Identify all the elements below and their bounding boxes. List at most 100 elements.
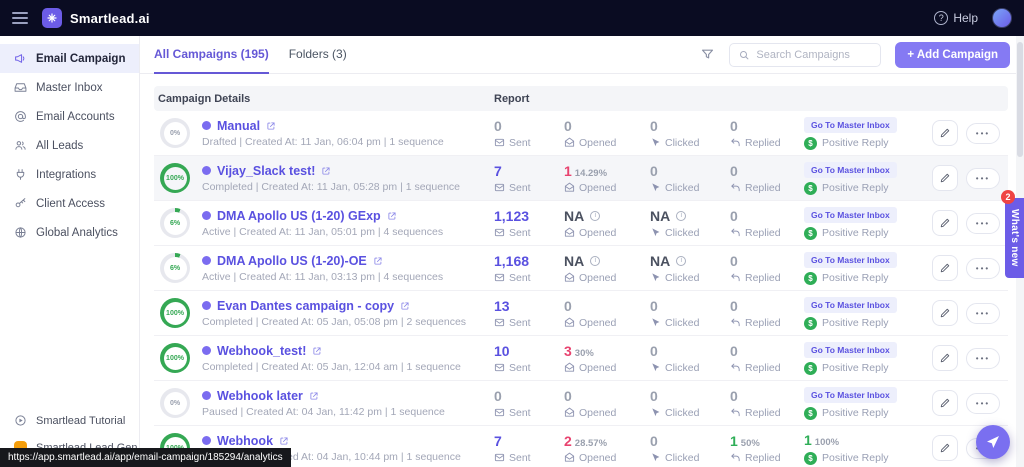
go-to-master-inbox-button[interactable]: Go To Master Inbox [804, 296, 897, 313]
scrollbar-thumb[interactable] [1017, 42, 1023, 157]
replied-metric: 0 Replied [730, 388, 804, 419]
go-to-master-inbox-button[interactable]: Go To Master Inbox [804, 386, 897, 403]
go-to-master-inbox-button[interactable]: Go To Master Inbox [804, 206, 897, 223]
go-to-master-inbox-button[interactable]: Go To Master Inbox [804, 161, 897, 178]
positive-reply-value: 1 [804, 431, 812, 448]
progress-ring: 100% [158, 343, 202, 373]
sent-value: 0 [494, 117, 502, 134]
go-to-master-inbox-button[interactable]: Go To Master Inbox [804, 251, 897, 268]
tab-folders[interactable]: Folders (3) [288, 46, 347, 61]
pencil-icon [940, 308, 950, 318]
tab-all-campaigns[interactable]: All Campaigns (195) [154, 36, 269, 74]
edit-campaign-button[interactable] [932, 300, 958, 326]
row-actions [922, 300, 1004, 326]
sidebar-item-client-access[interactable]: Client Access [0, 189, 139, 218]
chat-widget-button[interactable] [976, 425, 1010, 459]
edit-campaign-button[interactable] [932, 345, 958, 371]
brand[interactable]: Smartlead.ai [42, 8, 150, 28]
campaign-name-link[interactable]: DMA Apollo US (1-20)-OE [217, 253, 367, 268]
opened-value: 3 [564, 342, 572, 359]
campaign-name-link[interactable]: Vijay_Slack test! [217, 163, 316, 178]
external-link-icon[interactable] [400, 301, 410, 311]
campaign-name-link[interactable]: Evan Dantes campaign - copy [217, 298, 395, 313]
sidebar-item-master-inbox[interactable]: Master Inbox [0, 73, 139, 102]
external-link-icon[interactable] [266, 121, 276, 131]
clicked-metric: NA Clicked [650, 208, 730, 239]
info-icon [590, 210, 601, 221]
table-row[interactable]: 0% Manual Drafted | Created At: 11 Jan, … [154, 111, 1008, 156]
opened-percent: 28.57% [574, 437, 608, 449]
integrations-icon [16, 169, 25, 180]
opened-label: Opened [579, 406, 617, 419]
table-row[interactable]: 6% DMA Apollo US (1-20) GExp Active | Cr… [154, 201, 1008, 246]
more-options-button[interactable] [966, 122, 1000, 144]
sidebar-item-email-campaign[interactable]: Email Campaign [0, 44, 139, 73]
search-input[interactable] [756, 48, 873, 61]
external-link-icon[interactable] [279, 436, 289, 446]
add-campaign-button[interactable]: + Add Campaign [895, 41, 1010, 68]
external-link-icon[interactable] [312, 346, 322, 356]
campaign-name-link[interactable]: DMA Apollo US (1-20) GExp [217, 208, 381, 223]
replied-metric: 0 Replied [730, 253, 804, 284]
positive-reply-label: Positive Reply [822, 407, 889, 419]
replied-value: 0 [730, 162, 738, 179]
sidebar-item-all-leads[interactable]: All Leads [0, 131, 139, 160]
pencil-icon [940, 128, 950, 138]
edit-campaign-button[interactable] [932, 390, 958, 416]
sent-icon [494, 228, 505, 237]
go-to-master-inbox-button[interactable]: Go To Master Inbox [804, 116, 897, 133]
more-options-button[interactable] [966, 212, 1000, 234]
campaign-name-link[interactable]: Webhook_test! [217, 343, 307, 358]
sidebar-item-integrations[interactable]: Integrations [0, 160, 139, 189]
campaign-dot-icon [202, 346, 211, 355]
campaign-name-link[interactable]: Webhook later [217, 388, 303, 403]
whats-new-tab[interactable]: What's new [1005, 198, 1024, 278]
more-options-button[interactable] [966, 167, 1000, 189]
opened-metric: 0 Opened [564, 388, 650, 419]
sidebar-item-label: All Leads [36, 139, 84, 152]
opened-icon [564, 407, 575, 417]
table-row[interactable]: 100% Webhook_test! Completed | Created A… [154, 336, 1008, 381]
campaign-name-link[interactable]: Manual [217, 118, 261, 133]
edit-campaign-button[interactable] [932, 255, 958, 281]
go-to-master-inbox-button[interactable]: Go To Master Inbox [804, 341, 897, 358]
replied-value: 0 [730, 207, 738, 224]
external-link-icon[interactable] [309, 391, 319, 401]
more-options-button[interactable] [966, 392, 1000, 414]
sent-label: Sent [509, 361, 531, 374]
hamburger-menu-icon[interactable] [12, 12, 28, 24]
edit-campaign-button[interactable] [932, 165, 958, 191]
sent-label: Sent [509, 226, 531, 239]
sidebar-item-smartlead-tutorial[interactable]: Smartlead Tutorial [0, 407, 139, 434]
filter-button[interactable] [700, 47, 715, 62]
external-link-icon[interactable] [373, 256, 383, 266]
table-row[interactable]: 100% Evan Dantes campaign - copy Complet… [154, 291, 1008, 336]
table-row[interactable]: 6% DMA Apollo US (1-20)-OE Active | Crea… [154, 246, 1008, 291]
campaign-info: Manual Drafted | Created At: 11 Jan, 06:… [202, 119, 494, 148]
external-link-icon[interactable] [321, 166, 331, 176]
sidebar-item-email-accounts[interactable]: Email Accounts [0, 102, 139, 131]
help-button[interactable]: Help [934, 11, 978, 25]
sent-value: 7 [494, 162, 502, 179]
more-options-button[interactable] [966, 257, 1000, 279]
table-row[interactable]: 0% Webhook later Paused | Created At: 04… [154, 381, 1008, 426]
search-box[interactable] [729, 42, 882, 67]
edit-campaign-button[interactable] [932, 120, 958, 146]
more-options-button[interactable] [966, 302, 1000, 324]
sent-value: 13 [494, 297, 510, 314]
replied-icon [731, 183, 740, 192]
more-options-button[interactable] [966, 347, 1000, 369]
campaign-info: Webhook later Paused | Created At: 04 Ja… [202, 389, 494, 418]
user-avatar[interactable] [992, 8, 1012, 28]
sent-icon [494, 363, 505, 372]
clicked-label: Clicked [665, 271, 700, 284]
edit-campaign-button[interactable] [932, 210, 958, 236]
table-row[interactable]: 100% Vijay_Slack test! Completed | Creat… [154, 156, 1008, 201]
opened-icon [564, 137, 575, 147]
edit-campaign-button[interactable] [932, 435, 958, 461]
campaign-name-link[interactable]: Webhook [217, 433, 274, 448]
external-link-icon[interactable] [387, 211, 397, 221]
clicked-label: Clicked [665, 136, 700, 149]
sidebar-item-global-analytics[interactable]: Global Analytics [0, 218, 139, 247]
inbox-positive-cell: Go To Master Inbox Positive Reply [804, 116, 922, 150]
